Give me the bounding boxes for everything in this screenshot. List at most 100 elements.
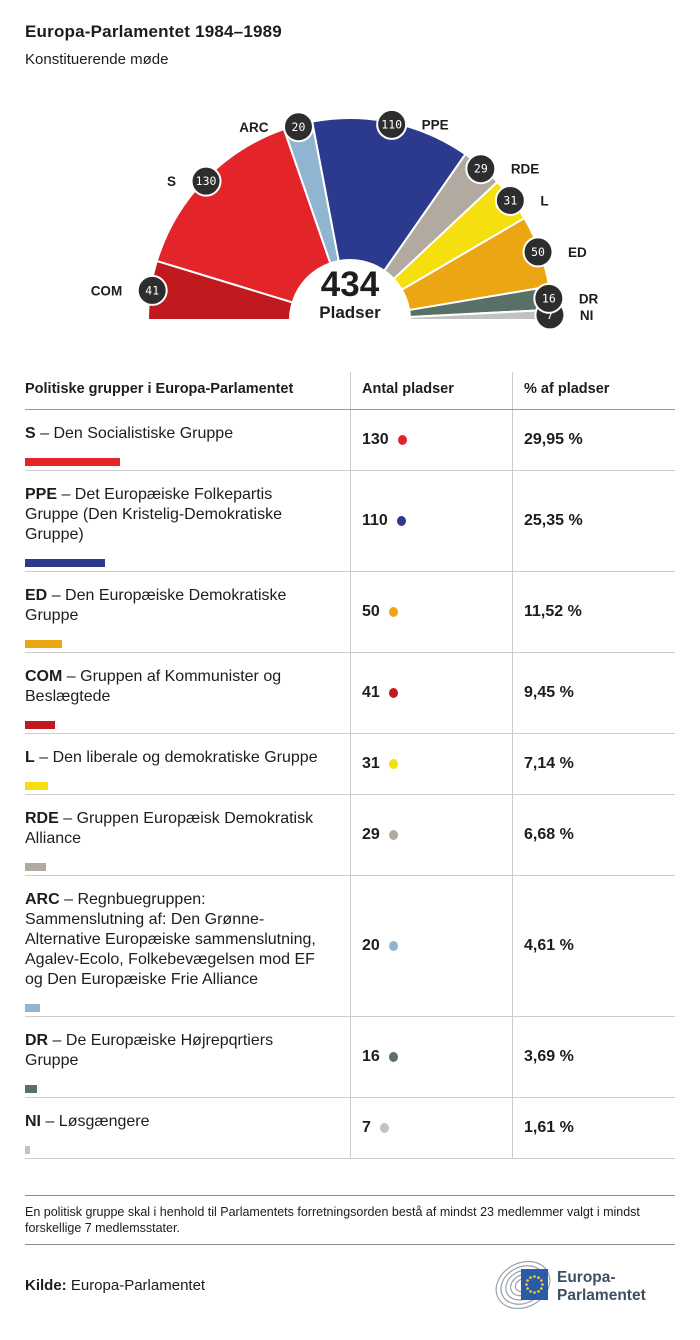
seat-count: 16 bbox=[362, 1048, 380, 1065]
seat-count-cell: 41 bbox=[350, 653, 512, 733]
col-header-seats: Antal pladser bbox=[350, 372, 512, 409]
seat-count: 41 bbox=[362, 684, 380, 701]
group-bar bbox=[25, 782, 48, 790]
group-label-ppe: PPE bbox=[422, 117, 449, 132]
seat-badge-l bbox=[494, 184, 526, 216]
table-row: DR – De Europæiske Højrepqrtiers Gruppe 1… bbox=[25, 1017, 675, 1098]
color-dot bbox=[379, 1123, 389, 1133]
chart-wedge-ed bbox=[400, 216, 551, 312]
total-seats-label: Pladser bbox=[319, 303, 381, 322]
group-abbr: NI bbox=[25, 1113, 41, 1130]
color-dot bbox=[388, 830, 398, 840]
group-name: COM – Gruppen af Kommunister og Beslægte… bbox=[25, 668, 282, 705]
group-bar bbox=[25, 1004, 40, 1012]
badge-count-ni: 7 bbox=[546, 308, 553, 322]
group-name-cell: S – Den Socialistiske Gruppe bbox=[25, 410, 350, 470]
pct-value: 4,61 % bbox=[524, 937, 574, 954]
pct-cell: 1,61 % bbox=[512, 1098, 675, 1158]
group-name-cell: RDE – Gruppen Europæisk Demokratisk Alli… bbox=[25, 795, 350, 875]
group-name: ARC – Regnbuegruppen: Sammenslutning af:… bbox=[25, 891, 316, 988]
group-bar bbox=[25, 1085, 37, 1093]
group-bar bbox=[25, 863, 47, 871]
table-header: Politiske grupper i Europa-Parlamentet A… bbox=[25, 372, 675, 410]
group-label-dr: DR bbox=[579, 291, 599, 306]
logo-flag-stars bbox=[525, 1275, 544, 1294]
badge-count-ed: 50 bbox=[531, 245, 545, 259]
seat-badge-ed bbox=[522, 236, 554, 268]
color-dot bbox=[388, 1052, 398, 1062]
seats-table: Politiske grupper i Europa-Parlamentet A… bbox=[25, 372, 675, 1159]
group-name-cell: ARC – Regnbuegruppen: Sammenslutning af:… bbox=[25, 876, 350, 1016]
group-bar bbox=[25, 1146, 31, 1154]
chart-wedge-s bbox=[155, 127, 332, 304]
pct-cell: 4,61 % bbox=[512, 876, 675, 1016]
seat-count-cell: 7 bbox=[350, 1098, 512, 1158]
badge-count-l: 31 bbox=[503, 193, 517, 207]
seat-count: 20 bbox=[362, 937, 380, 954]
col-header-pct: % af pladser bbox=[512, 372, 675, 409]
table-row: L – Den liberale og demokratiske Gruppe 3… bbox=[25, 734, 675, 795]
seat-badge-arc bbox=[282, 111, 314, 143]
pct-cell: 29,95 % bbox=[512, 410, 675, 470]
chart-wedge-ppe bbox=[311, 117, 467, 273]
logo-text-line2: Parlamentet bbox=[557, 1287, 646, 1304]
group-abbr: L bbox=[25, 749, 35, 766]
page-title: Europa-Parlamentet 1984–1989 bbox=[25, 22, 282, 41]
group-name: L – Den liberale og demokratiske Gruppe bbox=[25, 749, 318, 766]
page-subtitle: Konstituerende møde bbox=[25, 51, 169, 68]
seat-badge-s bbox=[190, 165, 222, 197]
pct-value: 1,61 % bbox=[524, 1119, 574, 1136]
color-dot bbox=[397, 435, 407, 445]
table-row: ED – Den Europæiske Demokratiske Gruppe 5… bbox=[25, 572, 675, 653]
group-label-rde: RDE bbox=[511, 162, 540, 177]
group-name: RDE – Gruppen Europæisk Demokratisk Alli… bbox=[25, 810, 314, 847]
seat-count-cell: 20 bbox=[350, 876, 512, 1016]
group-label-ni: NI bbox=[580, 308, 594, 323]
table-row: PPE – Det Europæiske Folkepartis Gruppe … bbox=[25, 471, 675, 572]
seat-count: 31 bbox=[362, 755, 380, 772]
seat-count: 130 bbox=[362, 431, 389, 448]
seat-count: 7 bbox=[362, 1119, 371, 1136]
group-name-cell: L – Den liberale og demokratiske Gruppe bbox=[25, 734, 350, 794]
col-header-groups: Politiske grupper i Europa-Parlamentet bbox=[25, 381, 294, 397]
group-bar bbox=[25, 559, 106, 567]
pct-cell: 7,14 % bbox=[512, 734, 675, 794]
table-row: RDE – Gruppen Europæisk Demokratisk Alli… bbox=[25, 795, 675, 876]
group-name-cell: PPE – Det Europæiske Folkepartis Gruppe … bbox=[25, 471, 350, 571]
group-abbr: S bbox=[25, 425, 36, 442]
group-name: S – Den Socialistiske Gruppe bbox=[25, 425, 234, 442]
pct-value: 3,69 % bbox=[524, 1048, 574, 1065]
table-row: S – Den Socialistiske Gruppe 130 29,95 % bbox=[25, 410, 675, 471]
seat-count-cell: 31 bbox=[350, 734, 512, 794]
group-label-arc: ARC bbox=[239, 120, 268, 135]
table-row: COM – Gruppen af Kommunister og Beslægte… bbox=[25, 653, 675, 734]
badge-count-rde: 29 bbox=[474, 162, 488, 176]
group-abbr: PPE bbox=[25, 486, 58, 503]
color-dot bbox=[388, 607, 398, 617]
seat-badge-ppe bbox=[376, 108, 408, 140]
pct-cell: 9,45 % bbox=[512, 653, 675, 733]
group-bar bbox=[25, 640, 62, 648]
seat-count-cell: 50 bbox=[350, 572, 512, 652]
pct-value: 7,14 % bbox=[524, 755, 574, 772]
seat-count: 110 bbox=[362, 512, 388, 529]
logo-flag-icon bbox=[521, 1269, 548, 1300]
logo-text-line1: Europa- bbox=[557, 1269, 616, 1286]
group-name: NI – Løsgængere bbox=[25, 1113, 150, 1130]
pct-cell: 6,68 % bbox=[512, 795, 675, 875]
pct-value: 9,45 % bbox=[524, 684, 574, 701]
source-line: Kilde: Europa-Parlamentet bbox=[25, 1277, 205, 1294]
footnote: En politisk gruppe skal i henhold til Pa… bbox=[25, 1195, 675, 1245]
color-dot bbox=[388, 759, 398, 769]
group-abbr: RDE bbox=[25, 810, 59, 827]
badge-count-arc: 20 bbox=[292, 120, 306, 134]
ep-logo: Europa- Parlamentet bbox=[495, 1261, 646, 1309]
source-text: Europa-Parlamentet bbox=[70, 1276, 206, 1294]
pct-cell: 11,52 % bbox=[512, 572, 675, 652]
group-abbr: DR bbox=[25, 1032, 49, 1049]
badge-count-ppe: 110 bbox=[381, 117, 402, 131]
group-label-l: L bbox=[540, 193, 548, 208]
pct-cell: 3,69 % bbox=[512, 1017, 675, 1097]
group-abbr: ED bbox=[25, 587, 48, 604]
